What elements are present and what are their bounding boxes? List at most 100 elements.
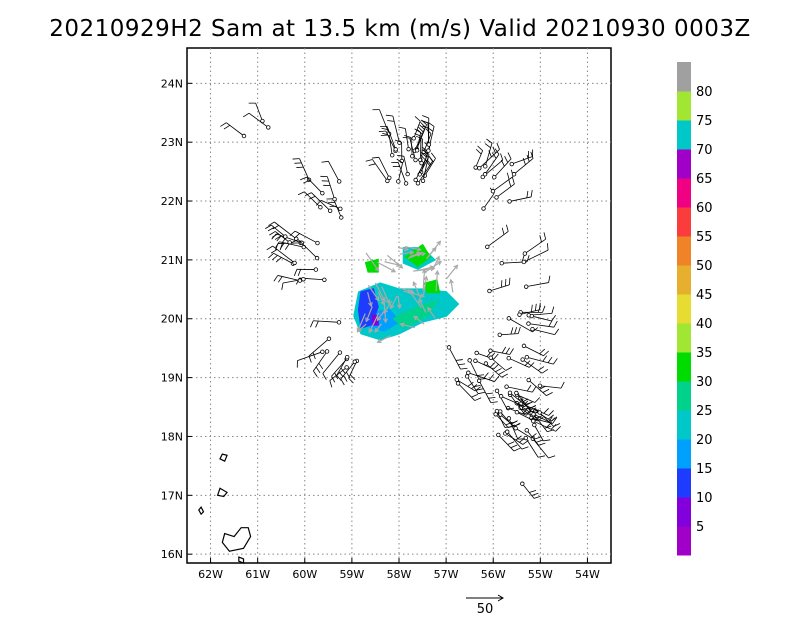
wind-barb-station: [490, 189, 496, 194]
wind-barb-flag: [420, 154, 426, 161]
wind-barb-flag: [340, 378, 345, 386]
wind-barb-station: [320, 190, 325, 196]
wind-barb-flag: [549, 417, 556, 423]
wind-barb-station: [507, 199, 512, 204]
wind-barb-flag: [349, 374, 356, 380]
wind-barb-station: [473, 358, 478, 363]
wind-barb-station: [338, 206, 343, 211]
wind-barb-station: [389, 153, 395, 158]
wind-barb-flag: [508, 179, 512, 187]
wind-barb-flag: [340, 367, 346, 374]
wind-barb-staff: [513, 158, 534, 175]
wind-barb-flag: [421, 120, 429, 124]
gray-wind-vector: [386, 254, 403, 269]
wind-barb-station: [509, 161, 514, 167]
wind-barb-flag: [538, 442, 546, 446]
wind-barb-staff: [415, 154, 428, 181]
wind-barb-flag: [517, 326, 521, 334]
wind-barb-staff: [378, 157, 390, 178]
wind-barb-flag: [334, 372, 339, 380]
wind-barb-station: [532, 422, 537, 428]
y-tick-label: 21N: [161, 254, 183, 267]
y-tick-label: 22N: [161, 195, 183, 208]
colorbar-swatch: [677, 294, 691, 324]
gray-wind-vector: [404, 245, 421, 251]
wind-barb-flag: [293, 269, 298, 276]
wind-barb-staff: [385, 130, 396, 152]
wind-barb-staff: [509, 392, 531, 410]
gray-wind-vector: [357, 323, 367, 333]
wind-barb-flag: [368, 163, 376, 166]
wind-barb-flag: [483, 372, 489, 379]
gray-wind-vector: [427, 307, 436, 319]
wind-barb-staff: [485, 363, 502, 378]
colorbar-label: 40: [696, 317, 713, 332]
colorbar-label: 5: [696, 520, 704, 535]
gray-wind-vector: [400, 323, 416, 329]
wind-barb-flag: [526, 190, 529, 198]
wind-barb-flag: [507, 441, 515, 445]
gray-wind-vector-head: [436, 260, 443, 266]
wind-barb-flag: [297, 191, 305, 196]
y-tick-label: 17N: [161, 489, 183, 502]
wind-barb-station: [313, 267, 319, 272]
wind-speed-patch: [364, 258, 379, 273]
gray-wind-vector-head: [365, 317, 370, 323]
wind-barb-staff: [496, 410, 506, 428]
gray-wind-vector-head: [376, 316, 382, 322]
wind-barb-flag: [509, 348, 514, 355]
wind-barb-station: [327, 208, 333, 213]
wind-barb-station: [266, 125, 271, 130]
wind-barb-station: [524, 355, 530, 360]
wind-barb-flag: [477, 374, 485, 376]
colorbar-swatch: [677, 91, 691, 121]
wind-barb-flag: [321, 160, 329, 163]
wind-barb-station: [297, 278, 303, 283]
wind-barb-flag: [486, 392, 494, 395]
wind-barb-staff: [299, 158, 310, 181]
wind-barb-station: [526, 377, 531, 383]
wind-barb-flag: [496, 142, 500, 150]
colorbar-label: 65: [696, 172, 713, 187]
wind-barb-flag: [486, 138, 493, 144]
x-tick-label: 59W: [339, 568, 364, 581]
gray-wind-vector: [422, 269, 426, 291]
colorbar-swatch: [677, 62, 691, 92]
wind-barb-flag: [560, 381, 565, 389]
wind-barb-flag: [550, 424, 557, 430]
wind-barb-flag: [488, 374, 494, 381]
reference-vector-arrowhead: [497, 594, 504, 602]
gray-wind-vector: [390, 295, 398, 309]
wind-barb-flag: [542, 305, 546, 313]
wind-barb-station: [483, 164, 488, 169]
wind-barb-staff: [493, 158, 512, 178]
wind-barb-flag: [272, 225, 279, 230]
gray-wind-vector-head: [374, 296, 380, 302]
gray-wind-vector-head: [380, 300, 385, 306]
wind-barb-flag: [521, 446, 529, 450]
wind-barb-flag: [271, 255, 278, 261]
wind-barb-staff: [508, 418, 519, 440]
wind-barb-flag: [506, 172, 510, 180]
wind-barb-flag: [274, 235, 282, 240]
x-tick-label: 54W: [575, 568, 600, 581]
wind-barb-staff: [509, 394, 525, 415]
island-coastline: [238, 556, 245, 564]
wind-barb-station: [318, 205, 323, 210]
wind-barb-staff: [272, 245, 295, 264]
gray-wind-vector-head: [409, 250, 415, 256]
wind-barb-station: [393, 147, 398, 152]
wind-barb-flag: [495, 368, 502, 373]
wind-barb-flag: [346, 371, 351, 379]
colorbar: 5 10 15 20 25 30 35 40 45 50 55 60 65 70 75 80: [677, 62, 713, 556]
wind-barb-staff: [392, 115, 400, 143]
wind-barb-flag: [308, 355, 312, 363]
wind-barb-staff: [397, 162, 403, 182]
wind-barb-station: [497, 332, 502, 338]
wind-barb-staff: [533, 414, 548, 432]
colorbar-swatch: [677, 497, 691, 527]
wind-barb-station: [414, 148, 420, 153]
gray-wind-vector-head: [396, 304, 402, 310]
gray-wind-vector-head: [435, 255, 440, 261]
wind-barb-station: [526, 321, 531, 326]
